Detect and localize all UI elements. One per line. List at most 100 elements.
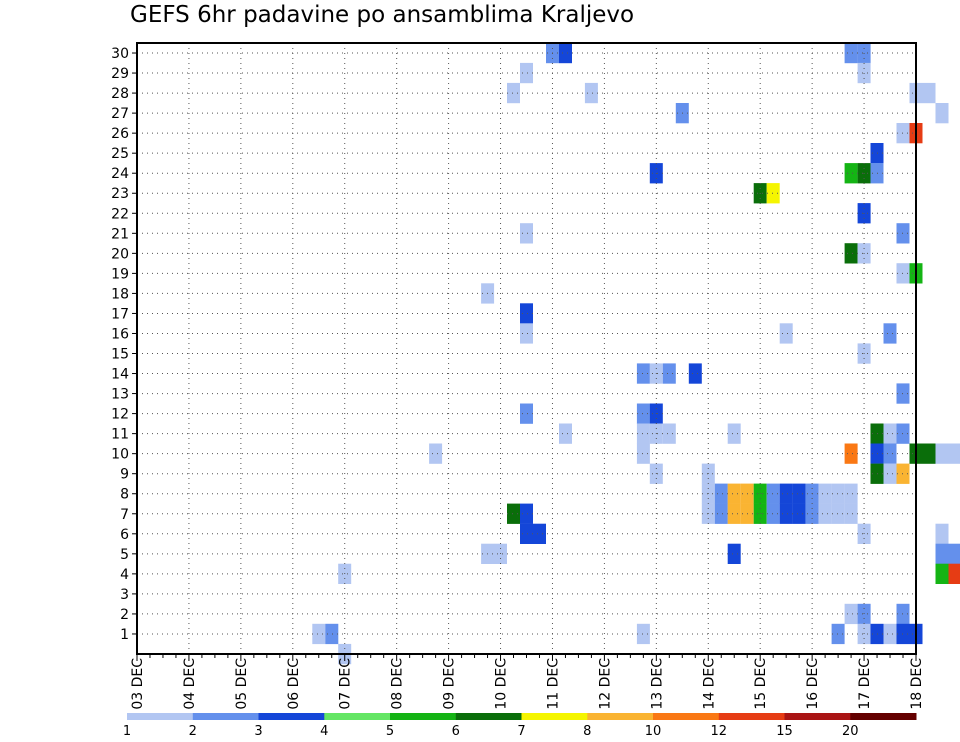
precip-cell	[766, 483, 780, 504]
precip-cell	[520, 503, 533, 524]
precip-cell	[935, 103, 949, 124]
precip-cell	[883, 463, 897, 484]
precip-cell	[935, 523, 949, 544]
legend-label: 4	[320, 724, 328, 739]
precip-cell	[636, 403, 650, 424]
x-tick-label: 06 DEC	[286, 658, 302, 710]
x-tick-label: 07 DEC	[338, 658, 354, 710]
precip-cell	[662, 363, 676, 384]
y-tick-label: 7	[120, 507, 129, 523]
precip-cell	[844, 243, 858, 264]
precip-cell	[844, 503, 858, 524]
precip-cell	[792, 483, 806, 504]
precip-cell	[766, 183, 780, 204]
y-tick-label: 30	[111, 46, 129, 62]
precip-cell	[948, 543, 960, 564]
legend-label: 5	[386, 724, 394, 739]
precip-cell	[935, 443, 949, 464]
legend-label: 7	[517, 724, 525, 739]
y-tick-label: 27	[111, 106, 129, 122]
precip-cell	[520, 523, 533, 544]
precip-cell	[779, 503, 793, 524]
x-tick-label: 15 DEC	[753, 658, 769, 710]
y-tick-label: 2	[120, 607, 129, 623]
y-tick-label: 10	[111, 447, 129, 463]
legend-label: 12	[711, 724, 728, 739]
legend-swatch	[192, 713, 259, 720]
legend-label: 1	[123, 724, 131, 739]
precip-cell	[766, 503, 780, 524]
y-tick-label: 15	[111, 347, 129, 363]
precip-cell	[779, 323, 793, 344]
precip-cell	[818, 503, 832, 524]
x-tick-label: 12 DEC	[597, 658, 613, 710]
precip-cell	[935, 563, 949, 584]
grid-layer	[137, 43, 916, 654]
precip-cell	[831, 623, 845, 645]
legend-label: 6	[452, 724, 460, 739]
precip-cell	[507, 82, 520, 104]
precip-cell	[714, 503, 728, 524]
y-tick-label: 21	[111, 226, 129, 242]
precip-cell	[844, 163, 858, 184]
y-tick-label: 9	[120, 467, 129, 483]
precip-cell	[727, 543, 741, 564]
precip-cell	[883, 623, 897, 645]
precip-cell	[883, 323, 897, 344]
precip-cell	[727, 423, 741, 444]
y-tick-label: 24	[111, 166, 129, 182]
legend: 1 2 3 4 5 6 7 8 10 12 15 20	[123, 713, 917, 739]
y-tick-label: 12	[111, 407, 129, 423]
y-tick-label: 18	[111, 286, 129, 302]
x-tick-label: 16 DEC	[805, 658, 821, 710]
x-tick-label: 03 DEC	[130, 658, 146, 710]
precip-cell	[559, 42, 572, 64]
y-tick-label: 16	[111, 326, 129, 342]
y-tick-label: 13	[111, 387, 129, 403]
precip-cell	[792, 503, 806, 524]
legend-label: 2	[189, 724, 197, 739]
precip-cell	[533, 523, 546, 544]
y-tick-label: 5	[120, 547, 129, 563]
y-tick-label: 19	[111, 266, 129, 282]
y-tick-label: 4	[120, 567, 129, 583]
precip-cell	[727, 503, 741, 524]
precip-cell	[429, 443, 443, 464]
precip-cell	[636, 623, 650, 645]
y-tick-label: 3	[120, 587, 129, 603]
precip-cell	[584, 82, 598, 104]
precip-cell	[883, 443, 897, 464]
x-tick-label: 14 DEC	[701, 658, 717, 710]
precip-cell	[559, 423, 572, 444]
legend-swatch	[455, 713, 522, 720]
legend-swatch	[784, 713, 851, 720]
x-tick-label: 13 DEC	[649, 658, 665, 710]
y-tick-label: 20	[111, 246, 129, 262]
y-tick-label: 29	[111, 66, 129, 82]
legend-swatch	[258, 713, 325, 720]
precip-cell	[818, 483, 832, 504]
plot-frame	[136, 42, 917, 655]
legend-swatch	[850, 713, 917, 720]
chart-title: GEFS 6hr padavine po ansamblima Kraljevo	[130, 2, 635, 28]
precip-cell	[520, 223, 533, 244]
x-tick-label: 08 DEC	[390, 658, 406, 710]
precip-cell	[948, 443, 960, 464]
precip-cell	[727, 483, 741, 504]
legend-swatch	[587, 713, 654, 720]
y-tick-label: 11	[111, 427, 129, 443]
precip-cell	[507, 503, 520, 524]
y-tick-label: 14	[111, 367, 129, 383]
y-axis: 1234567891011121314151617181920212223242…	[111, 46, 137, 643]
precip-cell	[520, 323, 533, 344]
precip-cell	[844, 443, 858, 464]
precip-cell	[312, 623, 326, 645]
x-tick-label: 11 DEC	[545, 658, 561, 710]
x-tick-label: 05 DEC	[234, 658, 250, 710]
x-axis: 03 DEC 04 DEC 05 DEC 06 DEC 07 DEC 08 DEC 09 D…	[130, 654, 925, 710]
y-tick-label: 26	[111, 126, 129, 142]
precip-cell	[948, 563, 960, 584]
precip-cell	[636, 423, 650, 444]
precip-cell	[325, 623, 339, 645]
y-tick-label: 1	[120, 627, 129, 643]
